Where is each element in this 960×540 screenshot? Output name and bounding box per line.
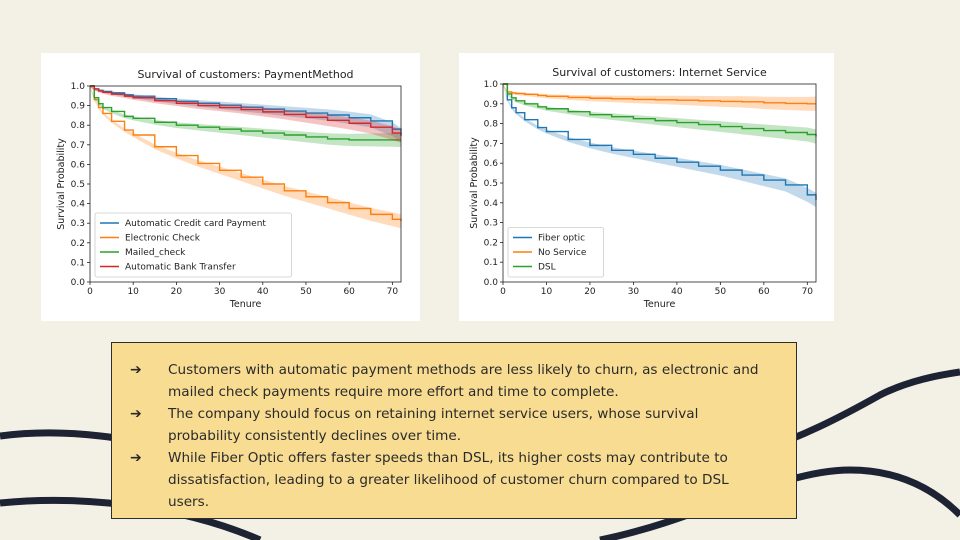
y-tick-label: 0.2 [484, 238, 498, 248]
x-tick-label: 20 [171, 287, 183, 297]
legend-entry: Fiber optic [538, 234, 585, 244]
series-fiber-optic [503, 83, 817, 207]
y-tick-label: 0.7 [71, 141, 85, 151]
series-band [503, 84, 816, 207]
y-tick-label: 1.0 [484, 80, 499, 90]
y-tick-label: 0.5 [484, 179, 498, 189]
legend-box [507, 227, 604, 278]
x-axis-label: Tenure [643, 299, 676, 310]
x-tick-label: 50 [715, 287, 727, 297]
y-tick-label: 0.6 [484, 159, 499, 169]
series-no-service [503, 83, 816, 111]
series-line [90, 85, 402, 136]
x-tick-label: 0 [500, 287, 506, 297]
y-axis-label: Survival Probability [469, 137, 480, 229]
series-band [503, 84, 816, 111]
series-line [503, 83, 817, 200]
x-tick-label: 70 [802, 287, 814, 297]
y-tick-label: 0.9 [71, 102, 86, 112]
y-tick-label: 0.4 [484, 199, 499, 209]
series-line [90, 85, 401, 141]
x-tick-label: 50 [300, 287, 312, 297]
payment-method-chart-panel: Survival of customers: PaymentMethod 0 10 2… [41, 53, 420, 321]
y-tick-label: 0.1 [484, 258, 498, 268]
x-tick-label: 40 [257, 287, 269, 297]
insight-item: ➔ Customers with automatic payment metho… [130, 359, 766, 403]
y-tick-label: 0.8 [484, 120, 499, 130]
y-tick-label: 0.0 [71, 278, 86, 288]
legend-entry: No Service [538, 248, 587, 258]
x-tick-label: 10 [541, 287, 553, 297]
internet-service-chart-panel: Survival of customers: Internet Service 0… [459, 53, 834, 321]
insight-text: The company should focus on retaining in… [168, 406, 699, 444]
insight-item: ➔ While Fiber Optic offers faster speeds… [130, 447, 766, 513]
y-tick-label: 0.1 [71, 258, 85, 268]
arrow-icon: ➔ [130, 406, 142, 422]
series-band [503, 84, 816, 144]
legend-entry: Mailed_check [125, 248, 186, 258]
series-dsl [503, 83, 817, 144]
y-tick-label: 0.3 [484, 219, 498, 229]
x-tick-label: 30 [628, 287, 640, 297]
x-tick-label: 60 [758, 287, 770, 297]
legend-box [94, 212, 292, 278]
x-tick-label: 40 [671, 287, 683, 297]
series-line [503, 83, 817, 137]
y-tick-label: 0.7 [484, 139, 498, 149]
insights-list: ➔ Customers with automatic payment metho… [112, 343, 796, 513]
y-tick-label: 0.3 [71, 219, 85, 229]
x-tick-label: 70 [387, 287, 399, 297]
chart-title: Survival of customers: PaymentMethod [137, 68, 353, 81]
insight-text: Customers with automatic payment methods… [168, 362, 759, 400]
y-axis-label: Survival Probability [56, 138, 67, 230]
arrow-icon: ➔ [130, 362, 142, 378]
series-line [90, 85, 402, 222]
y-tick-label: 0.4 [71, 200, 86, 210]
x-tick-label: 30 [214, 287, 226, 297]
y-tick-label: 0.5 [71, 180, 85, 190]
y-tick-label: 0.0 [484, 278, 499, 288]
internet-service-survival-chart: Survival of customers: Internet Service 0… [469, 66, 817, 310]
series-automatic-bank-transfer [90, 85, 402, 144]
y-tick-label: 0.6 [71, 160, 86, 170]
series-electronic-check [90, 85, 402, 229]
series-line [503, 83, 816, 105]
series-mailed-check [90, 85, 401, 147]
y-tick-label: 0.8 [71, 121, 86, 131]
x-axis-label: Tenure [229, 299, 262, 310]
legend-entry: Automatic Credit card Payment [125, 219, 266, 229]
insight-item: ➔ The company should focus on retaining … [130, 403, 766, 447]
legend-entry: DSL [538, 263, 556, 273]
y-tick-label: 0.2 [71, 239, 85, 249]
y-tick-label: 1.0 [71, 82, 86, 92]
series-band [90, 86, 401, 147]
payment-method-survival-chart: Survival of customers: PaymentMethod 0 10 2… [56, 68, 402, 310]
x-tick-label: 20 [584, 287, 596, 297]
legend-entry: Automatic Bank Transfer [125, 263, 236, 273]
y-tick-label: 0.9 [484, 100, 499, 110]
x-tick-label: 10 [127, 287, 139, 297]
chart-title: Survival of customers: Internet Service [552, 66, 767, 79]
series-line [90, 85, 402, 135]
x-tick-label: 0 [87, 287, 93, 297]
insights-box: ➔ Customers with automatic payment metho… [111, 342, 797, 519]
legend-entry: Electronic Check [125, 234, 201, 244]
x-tick-label: 60 [343, 287, 355, 297]
arrow-icon: ➔ [130, 450, 142, 466]
series-band [90, 86, 401, 229]
insight-text: While Fiber Optic offers faster speeds t… [168, 450, 729, 510]
